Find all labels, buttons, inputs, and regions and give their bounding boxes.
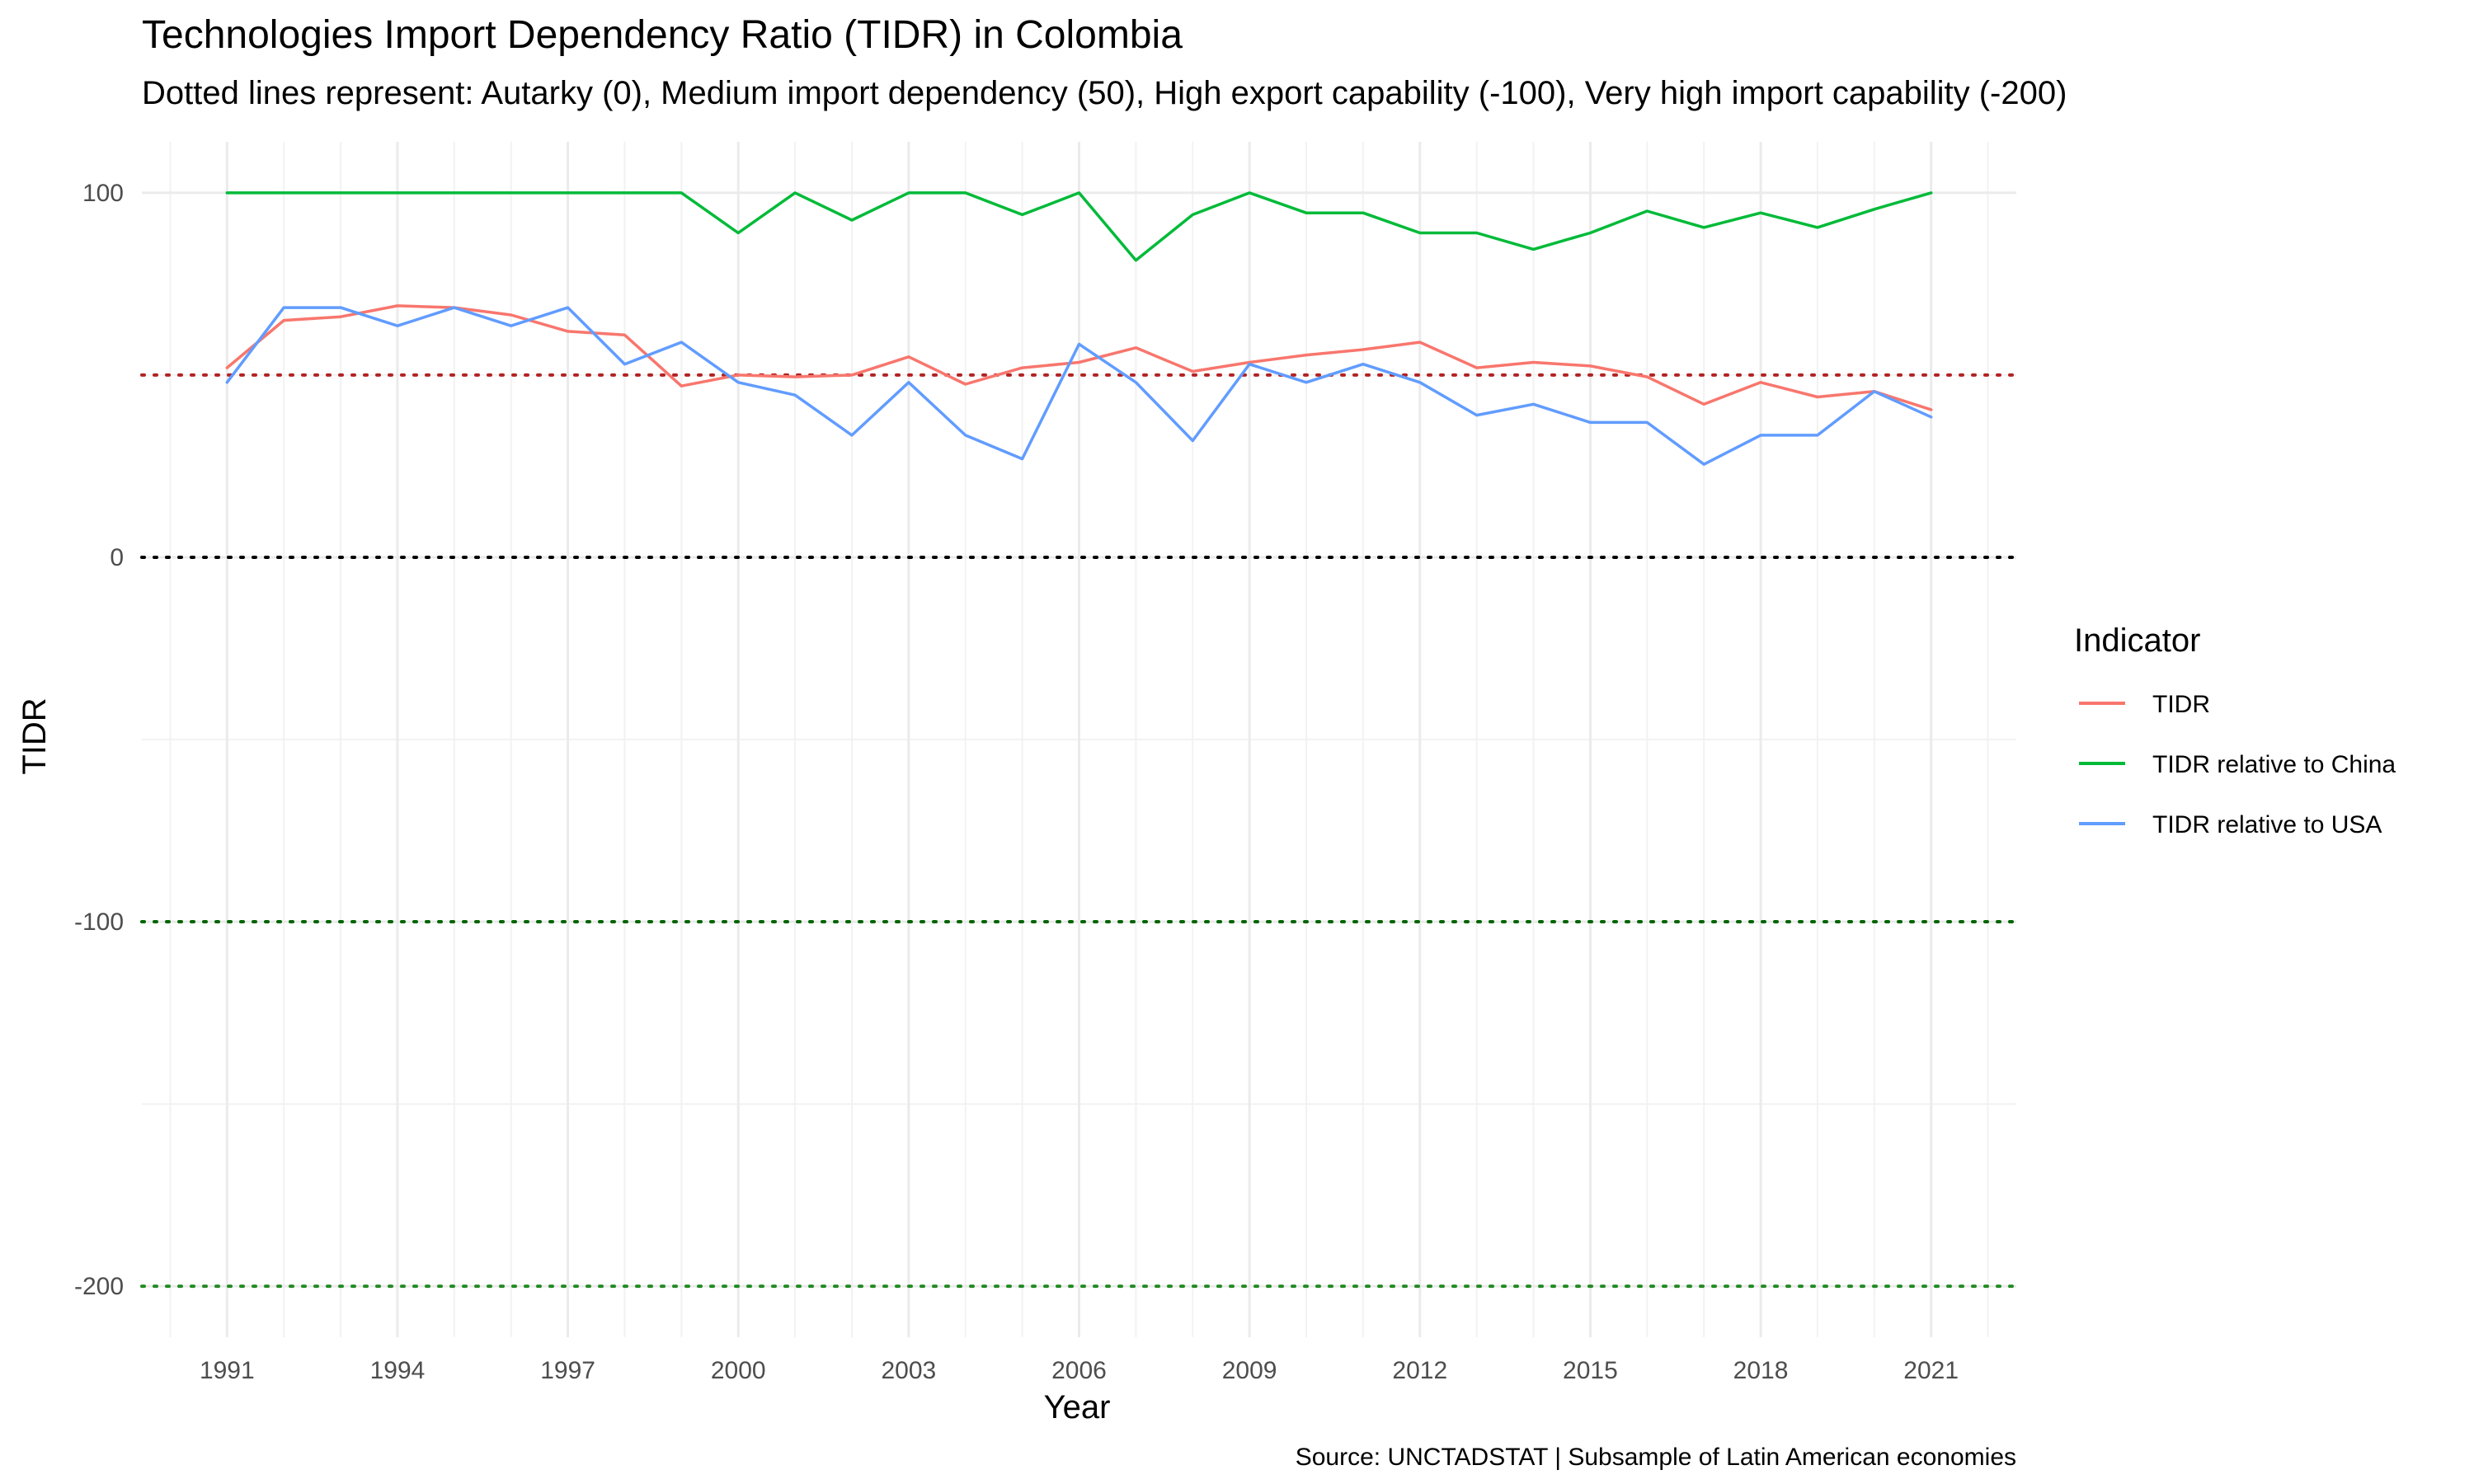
legend-label: TIDR relative to China <box>2152 751 2396 778</box>
chart-title: Technologies Import Dependency Ratio (TI… <box>142 13 1183 57</box>
series-line <box>225 191 1933 262</box>
chart-subtitle: Dotted lines represent: Autarky (0), Med… <box>142 75 2067 111</box>
x-tick-label: 2000 <box>711 1357 766 1384</box>
x-tick-label: 2003 <box>881 1357 936 1384</box>
x-tick-label: 1991 <box>200 1357 255 1384</box>
x-tick-label: 2018 <box>1733 1357 1789 1384</box>
series-line <box>225 304 1933 411</box>
reference-lines <box>140 373 2018 1289</box>
x-tick-label: 2012 <box>1392 1357 1447 1384</box>
x-tick-label: 2015 <box>1563 1357 1618 1384</box>
legend-title: Indicator <box>2074 622 2200 659</box>
y-tick-label: 0 <box>110 544 124 571</box>
y-tick-label: -200 <box>74 1273 124 1300</box>
y-tick-label: -100 <box>74 909 124 936</box>
series-lines <box>225 191 1933 466</box>
y-axis-title: TIDR <box>16 697 53 774</box>
x-tick-label: 2006 <box>1051 1357 1107 1384</box>
legend-label: TIDR <box>2152 691 2210 718</box>
x-tick-label: 1994 <box>370 1357 426 1384</box>
x-axis-title: Year <box>1044 1389 1111 1425</box>
series-line <box>225 306 1933 466</box>
axis-ticks: 1991 1994 1997 2000 2003 2006 2009 2012 2015 2018… <box>74 180 1959 1384</box>
y-tick-label: 100 <box>82 180 124 207</box>
legend-label: TIDR relative to USA <box>2152 811 2382 838</box>
plot-gridlines <box>142 142 2016 1337</box>
x-tick-label: 1997 <box>540 1357 595 1384</box>
legend-items: TIDR TIDR relative to China TIDR relative … <box>2079 691 2396 838</box>
x-tick-label: 2021 <box>1903 1357 1959 1384</box>
chart-caption: Source: UNCTADSTAT | Subsample of Latin … <box>1296 1444 2016 1471</box>
x-tick-label: 2009 <box>1222 1357 1277 1384</box>
